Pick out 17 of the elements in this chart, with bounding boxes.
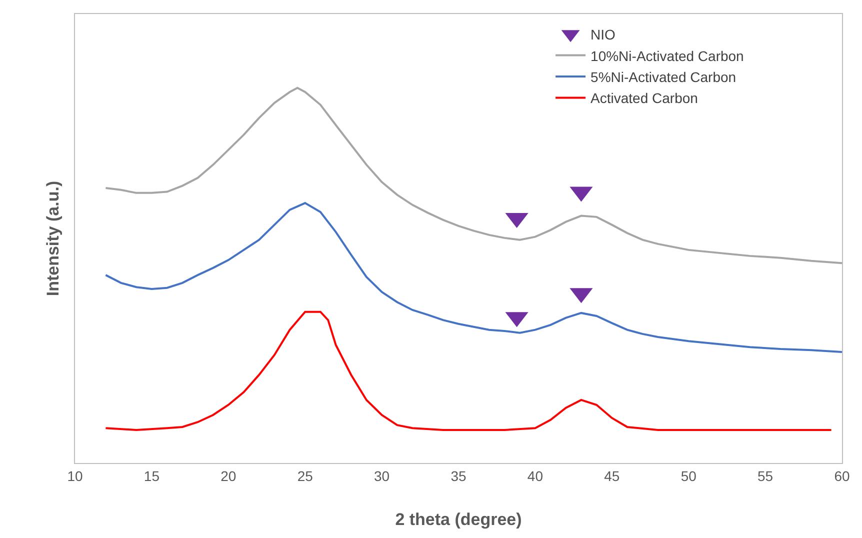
x-axis-title: 2 theta (degree): [395, 510, 522, 530]
legend-label: 10%Ni-Activated Carbon: [590, 48, 744, 64]
x-tick-label: 40: [527, 468, 544, 484]
x-tick-label: 45: [604, 468, 620, 484]
x-tick-label: 50: [680, 468, 697, 484]
x-tick-label: 35: [450, 468, 466, 484]
x-tick-label: 60: [834, 468, 850, 484]
x-tick-label: 20: [220, 468, 236, 484]
x-tick-label: 25: [297, 468, 314, 484]
legend-label: 5%Ni-Activated Carbon: [590, 68, 736, 85]
legend-label: NIO: [590, 26, 616, 43]
x-tick-label: 15: [144, 468, 160, 484]
legend-label: Activated Carbon: [590, 90, 698, 106]
x-tick-label: 30: [374, 468, 390, 484]
x-tick-label: 55: [758, 468, 774, 484]
x-tick-label: 10: [67, 468, 83, 484]
y-axis-title: Intensity (a.u.): [44, 180, 63, 296]
